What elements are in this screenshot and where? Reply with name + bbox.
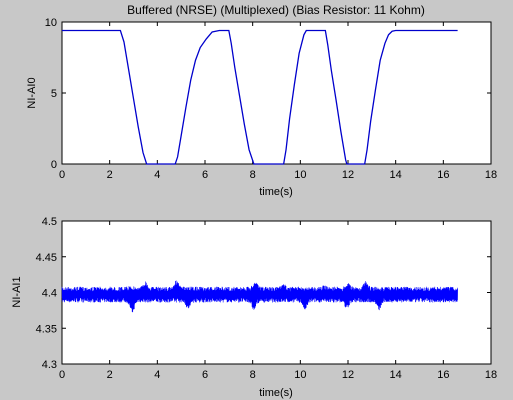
x-tick-label: 12 (342, 369, 354, 381)
y-tick-label: 4.45 (36, 252, 57, 264)
x-tick-label: 14 (390, 169, 402, 181)
y-tick-label: 4.4 (42, 288, 57, 300)
x-tick-label: 14 (390, 369, 402, 381)
y-tick-label: 4.35 (36, 323, 57, 335)
x-tick-label: 6 (202, 169, 208, 181)
x-tick-label: 8 (250, 169, 256, 181)
x-tick-label: 10 (294, 169, 306, 181)
tick-labels: 0 2 4 6 8 10 12 14 16 18 0 5 10 (45, 17, 497, 181)
x-tick-label: 2 (107, 369, 113, 381)
x-tick-label: 16 (437, 369, 449, 381)
series-line-ni-ai0 (62, 29, 458, 165)
chart-ni-ai1: 0 2 4 6 8 10 12 14 16 18 4.3 4.35 4.4 4.45 4.5 time(s)… (11, 216, 497, 399)
x-tick-label: 8 (250, 369, 256, 381)
x-tick-label: 4 (154, 169, 160, 181)
series-line-ni-ai1 (61, 280, 458, 313)
x-tick-label: 6 (202, 369, 208, 381)
y-tick-label: 4.3 (42, 359, 57, 371)
chart-title: Buffered (NRSE) (Multiplexed) (Bias Resi… (127, 3, 425, 17)
tick-marks (61, 21, 492, 165)
x-axis-label: time(s) (259, 387, 293, 399)
chart-ni-ai0: Buffered (NRSE) (Multiplexed) (Bias Resi… (26, 3, 497, 198)
x-tick-label: 16 (437, 169, 449, 181)
x-tick-label: 4 (154, 369, 160, 381)
tick-labels: 0 2 4 6 8 10 12 14 16 18 4.3 4.35 4.4 4.45 4.5 (36, 216, 498, 381)
x-tick-label: 2 (107, 169, 113, 181)
x-axis-label: time(s) (259, 186, 293, 198)
x-tick-label: 18 (485, 169, 497, 181)
x-tick-label: 0 (59, 169, 65, 181)
y-axis-label: NI-AI0 (26, 77, 38, 108)
plot-area (61, 21, 492, 165)
y-tick-label: 0 (51, 159, 57, 171)
y-tick-label: 4.5 (42, 216, 57, 228)
x-tick-label: 0 (59, 369, 65, 381)
y-tick-label: 5 (51, 88, 57, 100)
x-tick-label: 12 (342, 169, 354, 181)
x-tick-label: 18 (485, 369, 497, 381)
y-tick-label: 10 (45, 17, 57, 29)
y-axis-label: NI-AI1 (11, 276, 23, 307)
x-tick-label: 10 (294, 369, 306, 381)
